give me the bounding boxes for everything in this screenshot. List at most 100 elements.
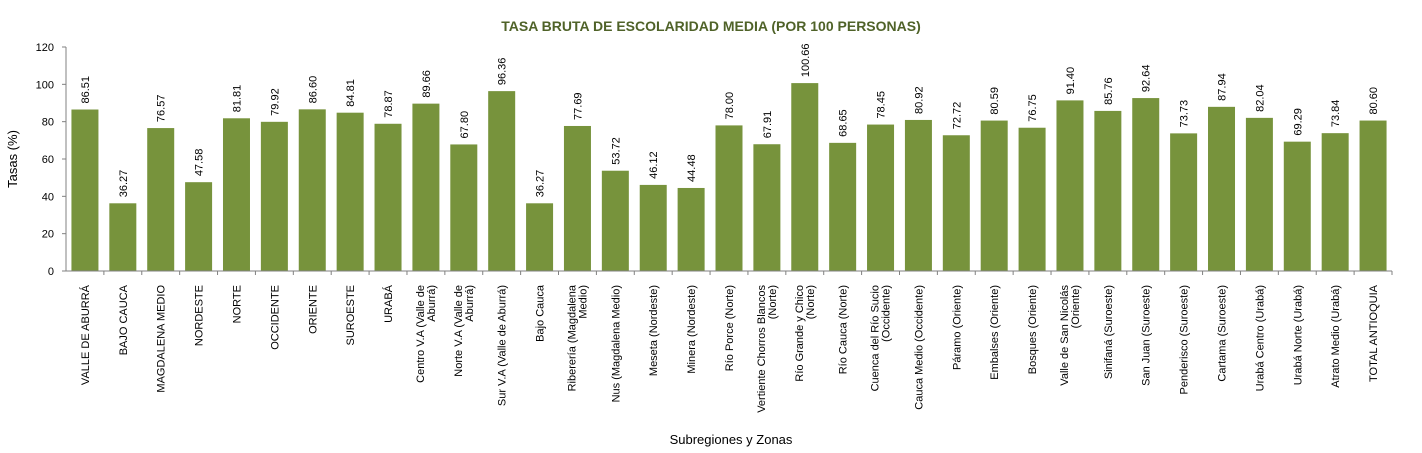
bar — [791, 83, 819, 271]
category-label-line: Cauca Medio (Occidente) — [913, 285, 925, 410]
category-label-line: Minera (Nordeste) — [686, 285, 698, 374]
value-label: 67.80 — [459, 111, 471, 139]
category-label-line: Riberería (Magdalena — [566, 284, 578, 391]
category-label: ORIENTE — [307, 285, 319, 334]
bar — [1018, 127, 1046, 271]
category-label-line: (Norte) — [805, 285, 817, 319]
value-label: 89.66 — [421, 70, 433, 98]
category-label-line: Vertiente Chorros Blancos — [756, 285, 768, 413]
category-label-line: Valle de San Nicolás — [1059, 285, 1071, 386]
bar — [904, 119, 932, 271]
category-label: Embalses (Oriente) — [989, 285, 1001, 380]
bar — [109, 203, 137, 271]
chart-title: TASA BRUTA DE ESCOLARIDAD MEDIA (POR 100… — [501, 18, 921, 34]
bar — [222, 118, 250, 272]
value-label: 80.60 — [1368, 87, 1380, 115]
category-label: Cartama (Suroeste) — [1217, 285, 1229, 382]
value-label: 79.92 — [269, 88, 281, 116]
value-label: 87.94 — [1217, 73, 1229, 101]
category-label: San Juan (Suroeste) — [1141, 285, 1153, 386]
value-label: 76.75 — [1027, 94, 1039, 122]
value-label: 69.29 — [1292, 108, 1304, 136]
category-label: MAGDALENA MEDIO — [156, 285, 168, 393]
category-label: Meseta (Nordeste) — [648, 285, 660, 376]
category-label-line: Aburrá) — [464, 285, 476, 322]
value-label: 36.27 — [118, 170, 130, 198]
x-axis-label: Subregiones y Zonas — [670, 432, 793, 447]
category-labels-group: VALLE DE ABURRÁ BAJO CAUCA MAGDALENA MEDIO… — [79, 271, 1393, 413]
bar — [1283, 141, 1311, 271]
category-label: Río Cauca (Norte) — [838, 285, 850, 374]
category-label: Norte V.A (Valle de Aburrá) — [453, 285, 476, 377]
value-label: 36.27 — [535, 170, 547, 198]
category-label: BAJO CAUCA — [118, 284, 130, 355]
category-label-line: Páramo (Oriente) — [951, 285, 963, 370]
bar — [1170, 133, 1198, 271]
y-tick-label: 20 — [42, 229, 54, 241]
value-label: 53.72 — [610, 137, 622, 165]
category-label-line: NORTE — [231, 285, 243, 323]
value-label: 82.04 — [1254, 84, 1266, 112]
category-label-line: Embalses (Oriente) — [989, 285, 1001, 380]
category-label-line: Sinifaná (Suroeste) — [1103, 285, 1115, 379]
category-label: Penderisco (Suroeste) — [1179, 285, 1191, 394]
y-tick-label: 120 — [36, 42, 54, 54]
category-label-line: ORIENTE — [307, 285, 319, 334]
value-label: 81.81 — [231, 85, 243, 113]
category-label-line: Bosques (Oriente) — [1027, 285, 1039, 374]
y-axis-ticks: 0 20 40 60 80 100 120 — [36, 42, 66, 278]
bar — [563, 125, 591, 271]
category-label: Cuenca del Río Sucio (Occidente) — [870, 285, 893, 391]
value-label: 80.92 — [913, 86, 925, 114]
category-label-line: URABÁ — [382, 284, 395, 323]
category-label-line: Meseta (Nordeste) — [648, 285, 660, 376]
category-label: Bajo Cauca — [535, 284, 547, 342]
category-label: Centro V.A (Valle de Aburrá) — [415, 285, 438, 383]
value-label: 46.12 — [648, 151, 660, 179]
category-label-line: (Oriente) — [1070, 285, 1082, 328]
value-label: 78.87 — [383, 90, 395, 118]
y-tick-label: 100 — [36, 79, 54, 91]
value-label: 86.60 — [307, 76, 319, 104]
bar — [488, 91, 516, 272]
category-label: NORTE — [231, 285, 243, 323]
category-label: Riberería (Magdalena Medio) — [566, 284, 589, 391]
category-label-line: Bajo Cauca — [535, 284, 547, 342]
category-label: Urabá Norte (Urabá) — [1292, 285, 1304, 385]
category-label: Río Porce (Norte) — [724, 285, 736, 371]
bar — [639, 184, 667, 271]
category-label-line: Río Porce (Norte) — [724, 285, 736, 371]
category-label-line: BAJO CAUCA — [118, 284, 130, 355]
category-label-line: San Juan (Suroeste) — [1141, 285, 1153, 386]
bar — [867, 124, 895, 271]
y-tick-label: 60 — [42, 154, 54, 166]
category-label: Sur V.A (Valle de Aburrá) — [497, 285, 509, 406]
bar — [1094, 110, 1122, 271]
value-label: 80.59 — [989, 87, 1001, 115]
bar — [185, 182, 213, 271]
bar — [1321, 133, 1349, 271]
bar — [412, 103, 440, 271]
category-label-line: Nus (Magdalena Medio) — [610, 285, 622, 402]
value-labels-group: 86.51 36.27 76.57 47.58 81.81 79.92 86.60 84.81… — [80, 43, 1380, 197]
category-label-line: Urabá Centro (Urabá) — [1254, 285, 1266, 391]
category-label-line: Río Grande y Chico — [794, 285, 806, 382]
category-label-line: Centro V.A (Valle de — [415, 285, 427, 383]
category-label: SUROESTE — [345, 285, 357, 346]
bar — [450, 144, 478, 271]
category-label: Sinifaná (Suroeste) — [1103, 285, 1115, 379]
bar — [980, 120, 1008, 271]
bar — [1245, 117, 1273, 271]
value-label: 76.57 — [156, 95, 168, 123]
category-label-line: SUROESTE — [345, 285, 357, 346]
value-label: 78.45 — [876, 91, 888, 119]
value-label: 67.91 — [762, 111, 774, 139]
category-label-line: Aburrá) — [426, 285, 438, 322]
category-label-line: (Norte) — [767, 285, 779, 319]
bar — [298, 109, 326, 271]
value-label: 78.00 — [724, 92, 736, 120]
bar — [601, 170, 629, 271]
value-label: 92.64 — [1141, 65, 1153, 93]
category-label: Bosques (Oriente) — [1027, 285, 1039, 374]
